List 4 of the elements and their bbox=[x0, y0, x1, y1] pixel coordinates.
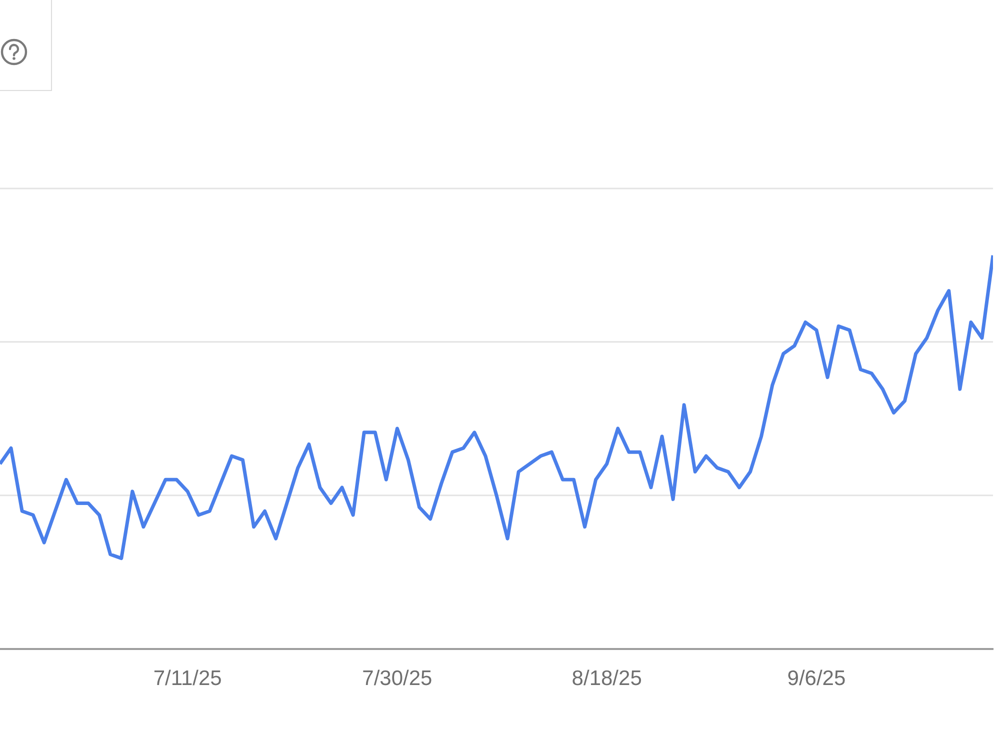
x-tick-label: 8/18/25 bbox=[572, 667, 642, 690]
x-tick-label: 9/6/25 bbox=[787, 667, 846, 690]
x-tick-label: 7/30/25 bbox=[362, 667, 432, 690]
x-tick-label: 7/11/25 bbox=[153, 667, 222, 690]
